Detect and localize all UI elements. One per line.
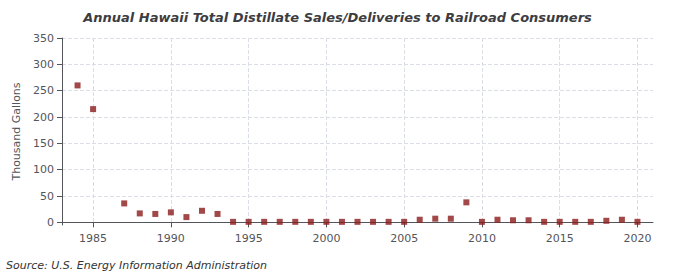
svg-text:Source: U.S. Energy Informatio: Source: U.S. Energy Information Administ… xyxy=(6,259,267,272)
svg-text:Thousand Gallons: Thousand Gallons xyxy=(10,82,23,181)
svg-text:2010: 2010 xyxy=(468,232,496,245)
svg-text:1985: 1985 xyxy=(79,232,107,245)
svg-text:300: 300 xyxy=(33,58,54,71)
svg-text:2020: 2020 xyxy=(623,232,651,245)
svg-text:150: 150 xyxy=(33,137,54,150)
svg-text:2000: 2000 xyxy=(312,232,340,245)
svg-text:0: 0 xyxy=(47,216,54,229)
svg-text:2005: 2005 xyxy=(390,232,418,245)
svg-text:350: 350 xyxy=(33,32,54,45)
svg-text:1995: 1995 xyxy=(235,232,263,245)
svg-text:1990: 1990 xyxy=(157,232,185,245)
svg-text:200: 200 xyxy=(33,111,54,124)
svg-text:100: 100 xyxy=(33,163,54,176)
svg-text:Annual Hawaii Total Distillate: Annual Hawaii Total Distillate Sales/Del… xyxy=(82,10,592,25)
svg-text:250: 250 xyxy=(33,84,54,97)
svg-text:50: 50 xyxy=(40,190,54,203)
svg-text:2015: 2015 xyxy=(546,232,574,245)
